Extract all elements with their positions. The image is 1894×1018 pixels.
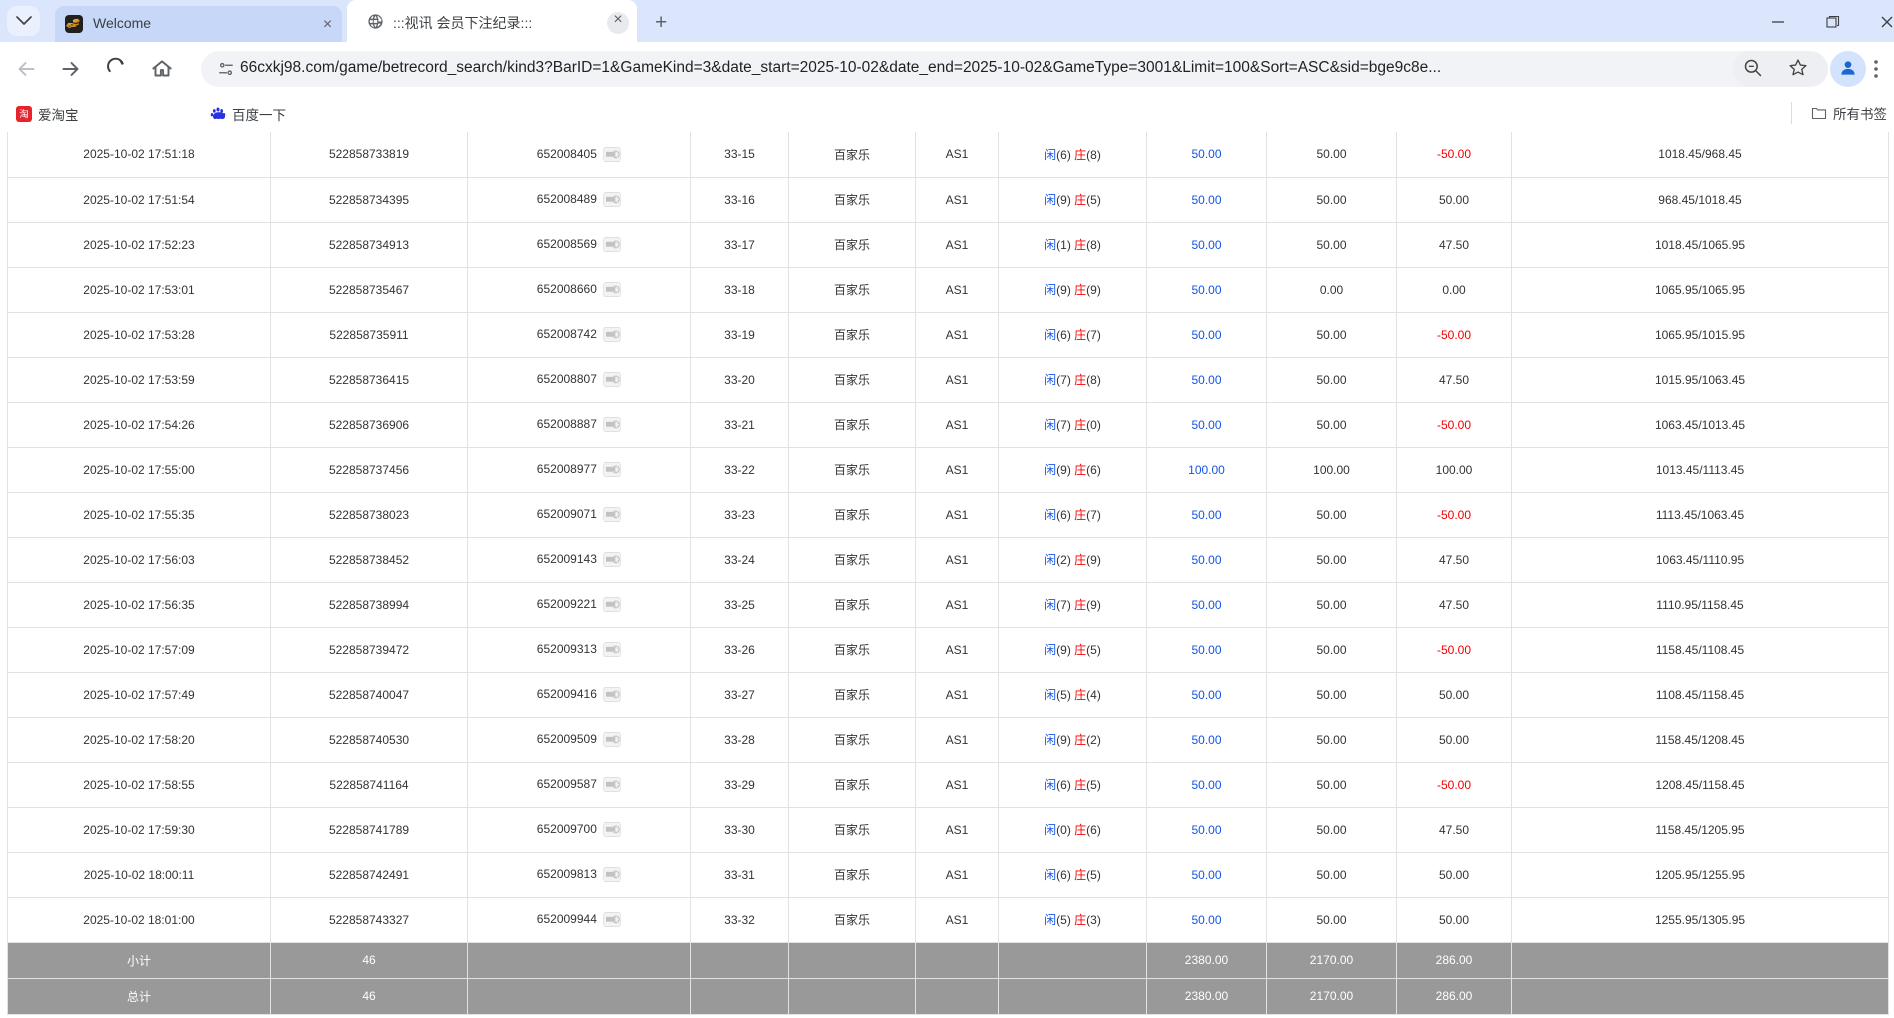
svg-text:淘: 淘 xyxy=(19,109,29,121)
